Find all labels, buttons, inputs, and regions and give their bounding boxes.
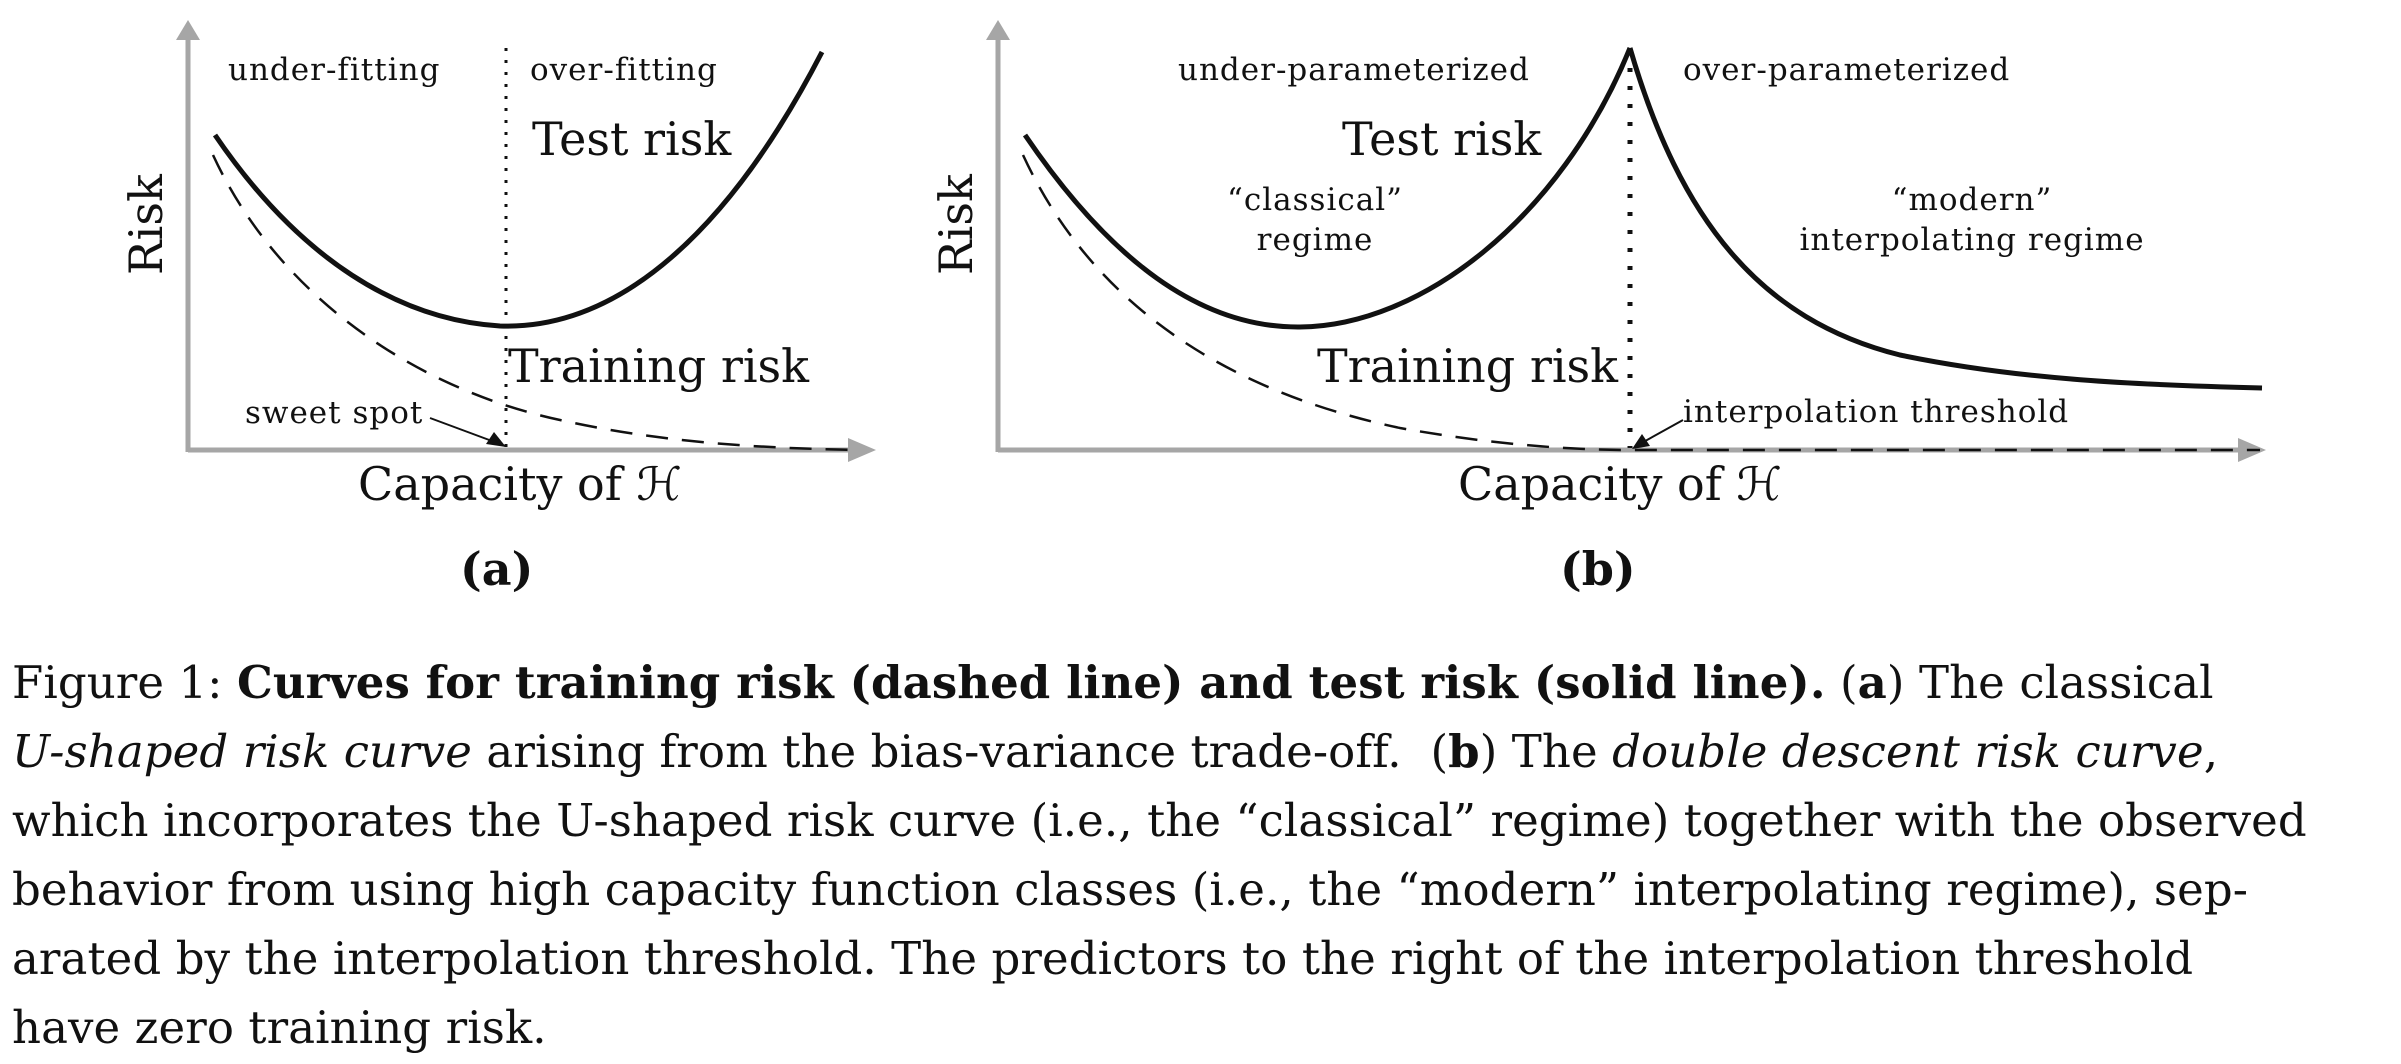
y-axis-label-b: Risk [929, 173, 983, 275]
modern-regime-label-line1: “modern” [1892, 182, 2053, 218]
caption-title: Curves for training risk (dashed line) a… [236, 656, 1826, 709]
classical-regime-label-line1: “classical” [1227, 182, 1403, 218]
caption-ref-b: b [1448, 725, 1480, 778]
figure-label: Figure 1: [12, 656, 223, 709]
caption-line-6: have zero training risk. [12, 1001, 547, 1054]
caption-line-4: behavior from using high capacity functi… [12, 863, 2249, 916]
interpolation-threshold-label: interpolation threshold [1683, 394, 2069, 430]
y-axis-b-arrowhead [986, 20, 1010, 40]
test-risk-curve-b [1022, 47, 1633, 330]
test-risk-curve-b-descent [1627, 47, 2263, 391]
caption-u-shaped: U-shaped risk curve [12, 725, 473, 778]
caption-paren: ) [1886, 656, 1905, 709]
caption-ref-a: a [1857, 656, 1887, 709]
y-axis-label-a: Risk [119, 173, 173, 275]
panel-label-b: (b) [1560, 542, 1636, 596]
sweet-spot-pointer [429, 417, 501, 445]
panel-a: under-fitting over-fitting Test risk Tra… [119, 20, 876, 596]
training-risk-label-a: Training risk [508, 339, 810, 393]
caption-a-rest: arising from the bias-variance trade-off… [486, 725, 1402, 778]
classical-regime-label-line2: regime [1257, 222, 1374, 258]
training-risk-curve-a [211, 154, 861, 452]
test-risk-curve-a [212, 50, 825, 329]
test-risk-label-b: Test risk [1342, 112, 1542, 166]
region-label-under-parameterized: under-parameterized [1178, 52, 1530, 88]
region-label-under-fitting: under-fitting [228, 52, 440, 88]
sweet-spot-pointer-head [486, 432, 506, 447]
modern-regime-label-line2: interpolating regime [1799, 222, 2144, 258]
caption-b-the: The [1511, 725, 1598, 778]
y-axis-a-arrowhead [176, 20, 200, 40]
caption-line-5: arated by the interpolation threshold. T… [12, 932, 2194, 985]
panel-label-a: (a) [460, 542, 533, 596]
panel-b: under-parameterized over-parameterized T… [929, 20, 2266, 596]
training-risk-label-b: Training risk [1317, 339, 1619, 393]
caption-a-text: The classical [1918, 656, 2214, 709]
figure: under-fitting over-fitting Test risk Tra… [119, 20, 2266, 596]
caption-line-1: Figure 1: Curves for training risk (dash… [12, 648, 2388, 717]
test-risk-label-a: Test risk [532, 112, 732, 166]
x-axis-label-b: Capacity of ℋ [1458, 457, 1782, 511]
caption-double-descent: double descent risk curve [1612, 725, 2204, 778]
caption-paren: ( [1430, 725, 1449, 778]
caption-line-3: which incorporates the U-shaped risk cur… [12, 794, 2307, 847]
caption-paren: ) [1479, 725, 1498, 778]
training-risk-curve-b [1021, 154, 2260, 452]
figure-caption: Figure 1: Curves for training risk (dash… [12, 648, 2388, 1062]
caption-paren: ( [1840, 656, 1858, 709]
caption-line-2: U-shaped risk curve arising from the bia… [12, 725, 2219, 778]
interpolation-threshold-pointer-head [1632, 434, 1650, 449]
x-axis-a-arrowhead [848, 438, 876, 462]
region-label-over-fitting: over-fitting [530, 52, 718, 88]
sweet-spot-label: sweet spot [245, 395, 423, 431]
region-label-over-parameterized: over-parameterized [1683, 52, 2010, 88]
x-axis-label-a: Capacity of ℋ [358, 457, 682, 511]
